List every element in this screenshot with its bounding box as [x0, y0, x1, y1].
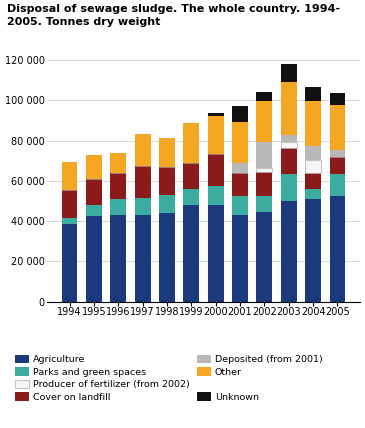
Bar: [183, 123, 199, 163]
Bar: [330, 174, 345, 196]
Bar: [305, 146, 321, 160]
Bar: [62, 190, 77, 218]
Bar: [135, 134, 150, 166]
Bar: [110, 199, 126, 215]
Bar: [305, 87, 321, 101]
Bar: [86, 216, 102, 302]
Legend: Agriculture, Parks and green spaces, Producer of fertilizer (from 2002), Cover o: Agriculture, Parks and green spaces, Pro…: [15, 355, 323, 402]
Bar: [135, 215, 150, 302]
Bar: [232, 196, 248, 215]
Bar: [281, 174, 297, 201]
Bar: [159, 213, 175, 302]
Bar: [232, 173, 248, 196]
Bar: [110, 153, 126, 173]
Bar: [257, 168, 272, 172]
Bar: [135, 198, 150, 215]
Bar: [208, 116, 224, 154]
Bar: [330, 157, 345, 174]
Bar: [257, 212, 272, 302]
Bar: [281, 64, 297, 82]
Bar: [183, 205, 199, 302]
Bar: [305, 160, 321, 173]
Bar: [208, 205, 224, 302]
Bar: [232, 163, 248, 173]
Bar: [86, 205, 102, 216]
Bar: [305, 199, 321, 302]
Bar: [281, 82, 297, 136]
Bar: [305, 189, 321, 199]
Bar: [208, 186, 224, 205]
Text: Disposal of sewage sludge. The whole country. 1994-
2005. Tonnes dry weight: Disposal of sewage sludge. The whole cou…: [7, 4, 341, 27]
Bar: [257, 196, 272, 212]
Bar: [183, 189, 199, 205]
Bar: [135, 166, 150, 198]
Bar: [281, 148, 297, 174]
Bar: [281, 142, 297, 148]
Bar: [86, 155, 102, 179]
Bar: [257, 142, 272, 168]
Bar: [232, 106, 248, 122]
Bar: [62, 162, 77, 190]
Bar: [110, 173, 126, 199]
Bar: [330, 150, 345, 157]
Bar: [232, 215, 248, 302]
Bar: [159, 167, 175, 195]
Bar: [281, 201, 297, 302]
Bar: [159, 137, 175, 167]
Bar: [305, 173, 321, 189]
Bar: [257, 101, 272, 142]
Bar: [257, 172, 272, 196]
Bar: [110, 215, 126, 302]
Bar: [305, 101, 321, 146]
Bar: [159, 195, 175, 213]
Bar: [330, 93, 345, 105]
Bar: [330, 196, 345, 302]
Bar: [62, 224, 77, 302]
Bar: [62, 218, 77, 224]
Bar: [281, 136, 297, 142]
Bar: [208, 154, 224, 186]
Bar: [232, 122, 248, 163]
Bar: [208, 113, 224, 116]
Bar: [330, 105, 345, 150]
Bar: [183, 163, 199, 189]
Bar: [257, 92, 272, 101]
Bar: [86, 179, 102, 205]
